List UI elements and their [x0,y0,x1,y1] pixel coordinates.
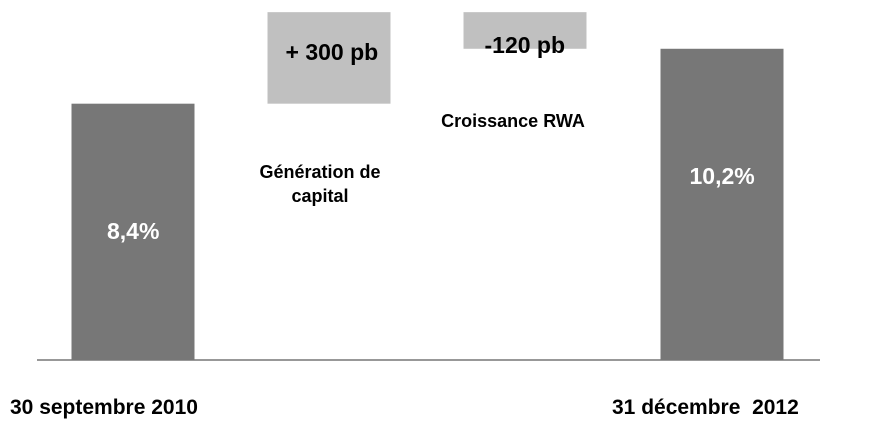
bar [660,48,784,361]
category-label: Génération de capital [259,161,386,206]
value-label: -120 pb [484,32,566,59]
bar [463,12,587,49]
category-label: 30 septembre 2010 [10,396,198,419]
category-label: 31 décembre 2012 [612,396,799,419]
bar [71,103,195,360]
value-label: 8,4% [107,217,160,244]
bar [267,12,391,104]
value-label: 10,2% [689,163,755,190]
value-label: + 300 pb [285,39,379,66]
category-label: Croissance RWA [441,110,585,131]
